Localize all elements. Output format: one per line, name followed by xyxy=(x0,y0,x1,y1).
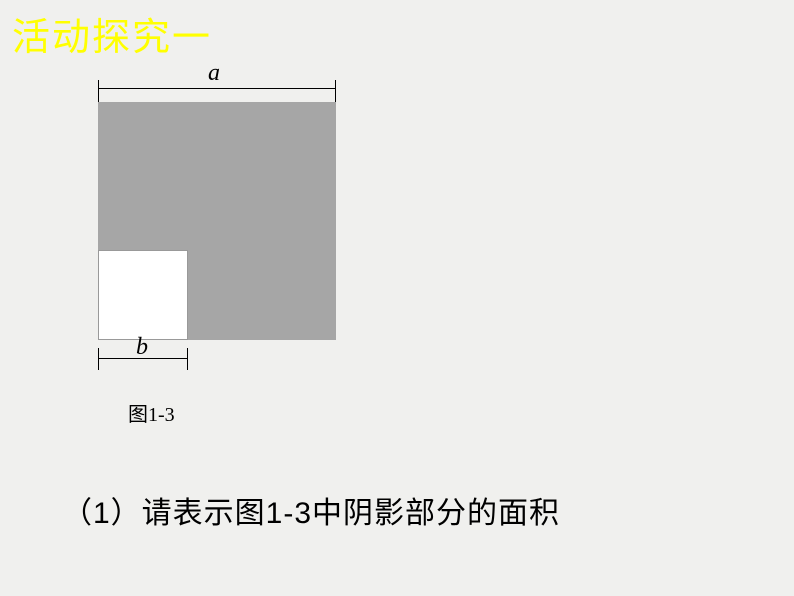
small-square-cutout xyxy=(98,250,188,340)
dimension-line xyxy=(98,88,336,89)
dimension-label-a: a xyxy=(208,60,220,87)
dimension-label-b: b xyxy=(136,334,148,361)
question-text: （1）请表示图1-3中阴影部分的面积 xyxy=(62,488,560,532)
geometry-diagram: a b 图1-3 xyxy=(86,62,366,422)
dimension-tick xyxy=(98,80,99,102)
page-heading: 活动探究一 xyxy=(12,6,212,61)
dimension-a: a xyxy=(98,62,336,98)
dimension-tick xyxy=(98,348,99,370)
figure-caption: 图1-3 xyxy=(128,398,175,427)
dimension-tick xyxy=(187,348,188,370)
dimension-tick xyxy=(335,80,336,102)
dimension-b: b xyxy=(98,344,188,380)
